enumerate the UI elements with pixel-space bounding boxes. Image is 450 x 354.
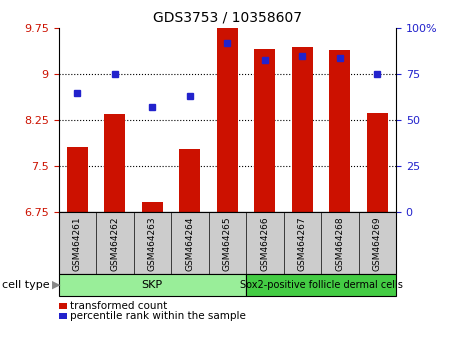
Bar <box>217 28 238 212</box>
Bar <box>142 202 162 212</box>
Text: GSM464264: GSM464264 <box>185 216 194 270</box>
Text: ▶: ▶ <box>52 280 60 290</box>
Text: GSM464265: GSM464265 <box>223 216 232 271</box>
Text: GSM464262: GSM464262 <box>110 216 119 270</box>
Bar <box>254 48 275 212</box>
Text: Sox2-positive follicle dermal cells: Sox2-positive follicle dermal cells <box>239 280 402 290</box>
Text: GSM464268: GSM464268 <box>335 216 344 271</box>
Text: cell type: cell type <box>2 280 49 290</box>
Bar <box>292 47 313 212</box>
Text: GSM464263: GSM464263 <box>148 216 157 271</box>
Text: GSM464269: GSM464269 <box>373 216 382 271</box>
Text: GSM464266: GSM464266 <box>260 216 269 271</box>
Bar <box>367 113 387 212</box>
Text: transformed count: transformed count <box>70 301 167 311</box>
Title: GDS3753 / 10358607: GDS3753 / 10358607 <box>153 10 302 24</box>
Text: percentile rank within the sample: percentile rank within the sample <box>70 311 246 321</box>
Bar <box>104 114 125 212</box>
Text: GSM464261: GSM464261 <box>73 216 82 271</box>
Bar <box>329 50 350 212</box>
Text: GSM464267: GSM464267 <box>298 216 307 271</box>
Bar <box>67 147 88 212</box>
Bar <box>180 149 200 212</box>
Text: SKP: SKP <box>142 280 163 290</box>
